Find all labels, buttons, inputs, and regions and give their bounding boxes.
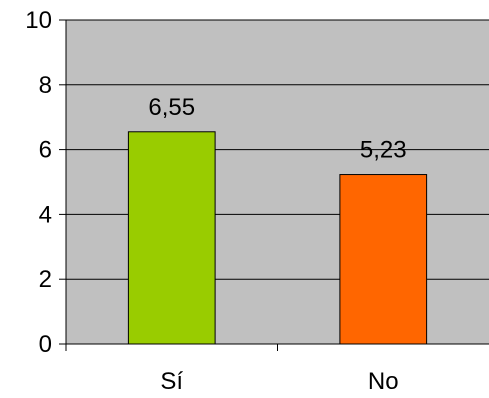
y-tick-label: 2 — [39, 266, 52, 293]
data-label: 6,55 — [148, 94, 195, 121]
bars — [127, 131, 428, 345]
y-tick-label: 0 — [39, 331, 52, 358]
data-label: 5,23 — [360, 137, 407, 164]
y-tick-label: 8 — [39, 72, 52, 99]
axes — [59, 19, 489, 351]
y-tick-label: 4 — [39, 201, 52, 228]
x-tick-label: No — [368, 368, 399, 395]
x-tick-label: Sí — [160, 368, 183, 395]
y-tick-label: 10 — [25, 7, 52, 34]
y-tick-label: 6 — [39, 137, 52, 164]
bar — [339, 174, 428, 345]
bar — [127, 131, 216, 345]
labels: 0 2 4 6 8 10 6,55 Sí 5,23 No — [25, 7, 406, 395]
